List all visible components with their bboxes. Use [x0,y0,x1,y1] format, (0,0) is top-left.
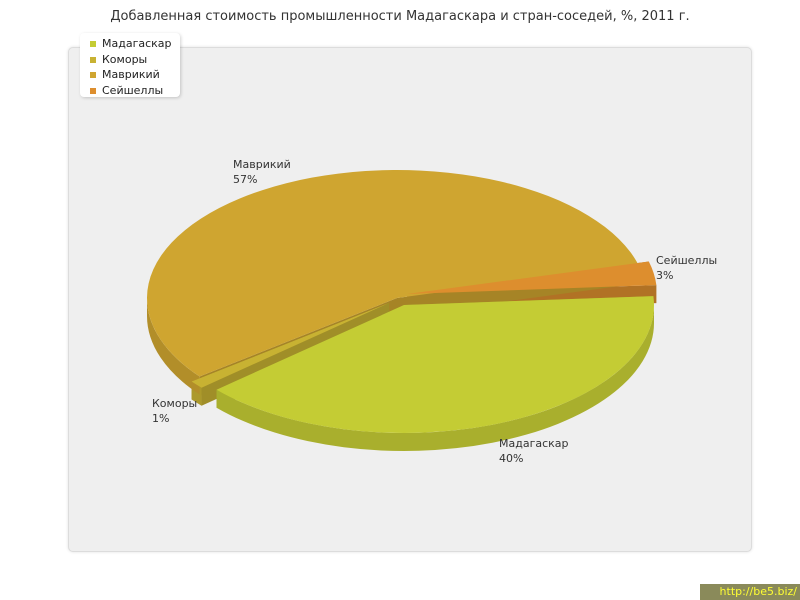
slice-label-value: 3% [656,269,673,282]
legend-swatch [90,72,96,78]
slice-label-value: 57% [233,173,257,186]
legend-label: Сейшеллы [102,83,164,97]
legend-label: Коморы [102,52,148,66]
legend-swatch [90,87,96,94]
legend-swatch [90,41,96,47]
legend-item[interactable]: Маврикий [80,67,180,83]
legend-label: Мадагаскар [102,37,172,50]
legend-swatch [90,56,96,63]
slice-label-name: Маврикий [233,158,291,171]
pie-slice-side [216,305,654,452]
chart-title: Добавленная стоимость промышленности Мад… [110,9,690,24]
pie-slice[interactable] [407,261,657,294]
slice-label-value: 40% [499,452,523,465]
legend-label: Маврикий [102,68,160,81]
legend-item[interactable]: Коморы [80,52,180,68]
slice-label-name: Сейшеллы [656,254,717,267]
legend-item[interactable]: Сейшеллы [80,83,180,99]
watermark-link[interactable]: http://be5.biz/ [700,584,800,600]
pie-slice[interactable] [147,170,639,377]
slice-label-name: Мадагаскар [499,437,569,450]
slice-label-name: Коморы [152,397,197,410]
pie-slice[interactable] [216,296,654,433]
slice-label-value: 1% [152,412,169,425]
legend-item[interactable]: Мадагаскар [80,36,180,52]
legend: Мадагаскар Коморы Маврикий Сейшеллы [80,33,180,97]
pie-slice-side [147,298,200,395]
pie-slice[interactable] [191,303,389,388]
